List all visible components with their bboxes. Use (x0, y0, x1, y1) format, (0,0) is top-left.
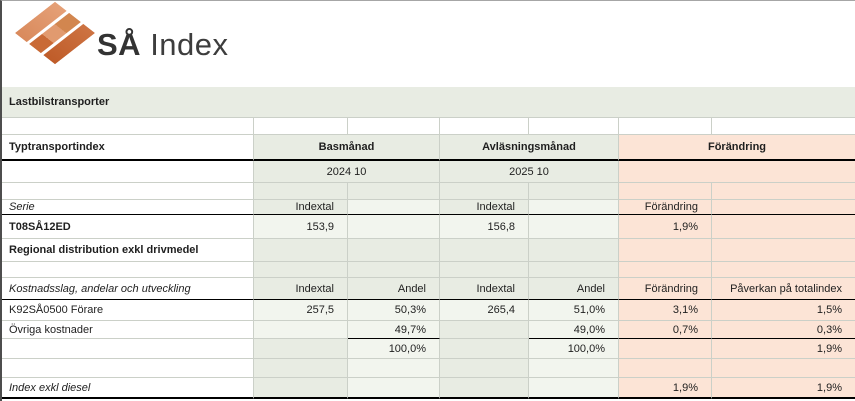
empty-cell[interactable] (254, 183, 348, 200)
empty-cell[interactable] (440, 321, 529, 339)
serie-code-cell[interactable]: T08SÅ12ED (2, 215, 254, 239)
serie-base-indextal-label-cell[interactable]: Indextal (254, 200, 348, 215)
empty-cell[interactable] (712, 359, 855, 378)
read-month-value-cell[interactable]: 2025 10 (440, 161, 619, 183)
base-month-header-cell[interactable]: Basmånad (254, 135, 440, 161)
empty-cell[interactable] (2, 118, 254, 135)
serie-change-label-cell[interactable]: Förändring (619, 200, 712, 215)
empty-cell[interactable] (440, 239, 529, 262)
footer-impact-cell[interactable]: 1,9% (712, 378, 855, 399)
sa-index-logo-icon (14, 1, 96, 65)
empty-cell[interactable] (619, 359, 712, 378)
section-title-cell[interactable]: Lastbilstransporter (2, 87, 855, 118)
empty-cell[interactable] (2, 161, 254, 183)
empty-cell[interactable] (254, 339, 348, 359)
total-base-share-cell[interactable]: 100,0% (348, 339, 440, 359)
empty-cell[interactable] (712, 239, 855, 262)
empty-cell[interactable] (348, 378, 440, 399)
empty-cell[interactable] (529, 215, 619, 239)
empty-cell[interactable] (529, 118, 619, 135)
cost-row-impact-cell[interactable]: 0,3% (712, 321, 855, 339)
base-month-value-cell[interactable]: 2024 10 (254, 161, 440, 183)
empty-cell[interactable] (712, 215, 855, 239)
empty-cell[interactable] (348, 359, 440, 378)
empty-cell[interactable] (2, 183, 254, 200)
cost-base-indextal-label-cell[interactable]: Indextal (254, 278, 348, 300)
total-impact-cell[interactable]: 1,9% (712, 339, 855, 359)
empty-cell[interactable] (2, 262, 254, 278)
empty-cell[interactable] (529, 378, 619, 399)
cost-row-base-share-cell[interactable]: 49,7% (348, 321, 440, 339)
empty-cell[interactable] (440, 339, 529, 359)
cost-section-label-cell[interactable]: Kostnadsslag, andelar och utveckling (2, 278, 254, 300)
empty-cell[interactable] (529, 262, 619, 278)
empty-cell[interactable] (348, 239, 440, 262)
cost-impact-label-cell[interactable]: Påverkan på totalindex (712, 278, 855, 300)
serie-description-cell[interactable]: Regional distribution exkl drivmedel (2, 239, 254, 262)
logo-brand-bold: SÅ (97, 27, 142, 62)
empty-cell[interactable] (712, 262, 855, 278)
cost-row-read-index-cell[interactable]: 265,4 (440, 300, 529, 321)
cost-row-base-share-cell[interactable]: 50,3% (348, 300, 440, 321)
empty-cell[interactable] (254, 262, 348, 278)
empty-cell[interactable] (2, 359, 254, 378)
cost-base-andel-label-cell[interactable]: Andel (348, 278, 440, 300)
cost-row-change-cell[interactable]: 3,1% (619, 300, 712, 321)
empty-cell[interactable] (619, 262, 712, 278)
cost-read-andel-label-cell[interactable]: Andel (529, 278, 619, 300)
empty-cell[interactable] (712, 183, 855, 200)
logo-brand-light: Index (141, 27, 229, 62)
empty-cell[interactable] (529, 183, 619, 200)
empty-cell[interactable] (440, 378, 529, 399)
cost-row-read-share-cell[interactable]: 49,0% (529, 321, 619, 339)
empty-cell[interactable] (440, 118, 529, 135)
read-month-header-cell[interactable]: Avläsningsmånad (440, 135, 619, 161)
table-title-cell[interactable]: Typtransportindex (2, 135, 254, 161)
change-header-cell[interactable]: Förändring (619, 135, 855, 161)
cost-change-label-cell[interactable]: Förändring (619, 278, 712, 300)
cost-read-indextal-label-cell[interactable]: Indextal (440, 278, 529, 300)
cost-row-base-index-cell[interactable] (254, 321, 348, 339)
empty-cell[interactable] (254, 118, 348, 135)
empty-cell[interactable] (254, 359, 348, 378)
empty-cell[interactable] (348, 215, 440, 239)
empty-cell[interactable] (529, 200, 619, 215)
logo-area: SÅ Index (2, 1, 855, 87)
empty-cell[interactable] (348, 262, 440, 278)
empty-cell[interactable] (440, 359, 529, 378)
empty-cell[interactable] (619, 161, 855, 183)
empty-cell[interactable] (348, 200, 440, 215)
total-read-share-cell[interactable]: 100,0% (529, 339, 619, 359)
empty-cell[interactable] (619, 339, 712, 359)
cost-row-impact-cell[interactable]: 1,5% (712, 300, 855, 321)
serie-base-value-cell[interactable]: 153,9 (254, 215, 348, 239)
empty-cell[interactable] (254, 378, 348, 399)
empty-cell[interactable] (440, 183, 529, 200)
cost-row-change-cell[interactable]: 0,7% (619, 321, 712, 339)
empty-cell[interactable] (529, 359, 619, 378)
empty-cell[interactable] (254, 239, 348, 262)
cost-row-base-index-cell[interactable]: 257,5 (254, 300, 348, 321)
cost-row-name-cell[interactable]: Övriga kostnader (2, 321, 254, 339)
serie-section-label-cell[interactable]: Serie (2, 200, 254, 215)
logo-wordmark: SÅ Index (97, 27, 229, 63)
serie-read-value-cell[interactable]: 156,8 (440, 215, 529, 239)
empty-cell[interactable] (2, 339, 254, 359)
empty-cell[interactable] (348, 118, 440, 135)
serie-read-indextal-label-cell[interactable]: Indextal (440, 200, 529, 215)
empty-cell[interactable] (619, 118, 712, 135)
empty-cell[interactable] (619, 183, 712, 200)
empty-cell[interactable] (712, 118, 855, 135)
empty-cell[interactable] (619, 239, 712, 262)
cost-row-read-share-cell[interactable]: 51,0% (529, 300, 619, 321)
serie-change-value-cell[interactable]: 1,9% (619, 215, 712, 239)
empty-cell[interactable] (348, 183, 440, 200)
cost-row-name-cell[interactable]: K92SÅ0500 Förare (2, 300, 254, 321)
footer-change-cell[interactable]: 1,9% (619, 378, 712, 399)
empty-cell[interactable] (440, 262, 529, 278)
footer-label-cell[interactable]: Index exkl diesel (2, 378, 254, 399)
empty-cell[interactable] (712, 200, 855, 215)
empty-cell[interactable] (529, 239, 619, 262)
